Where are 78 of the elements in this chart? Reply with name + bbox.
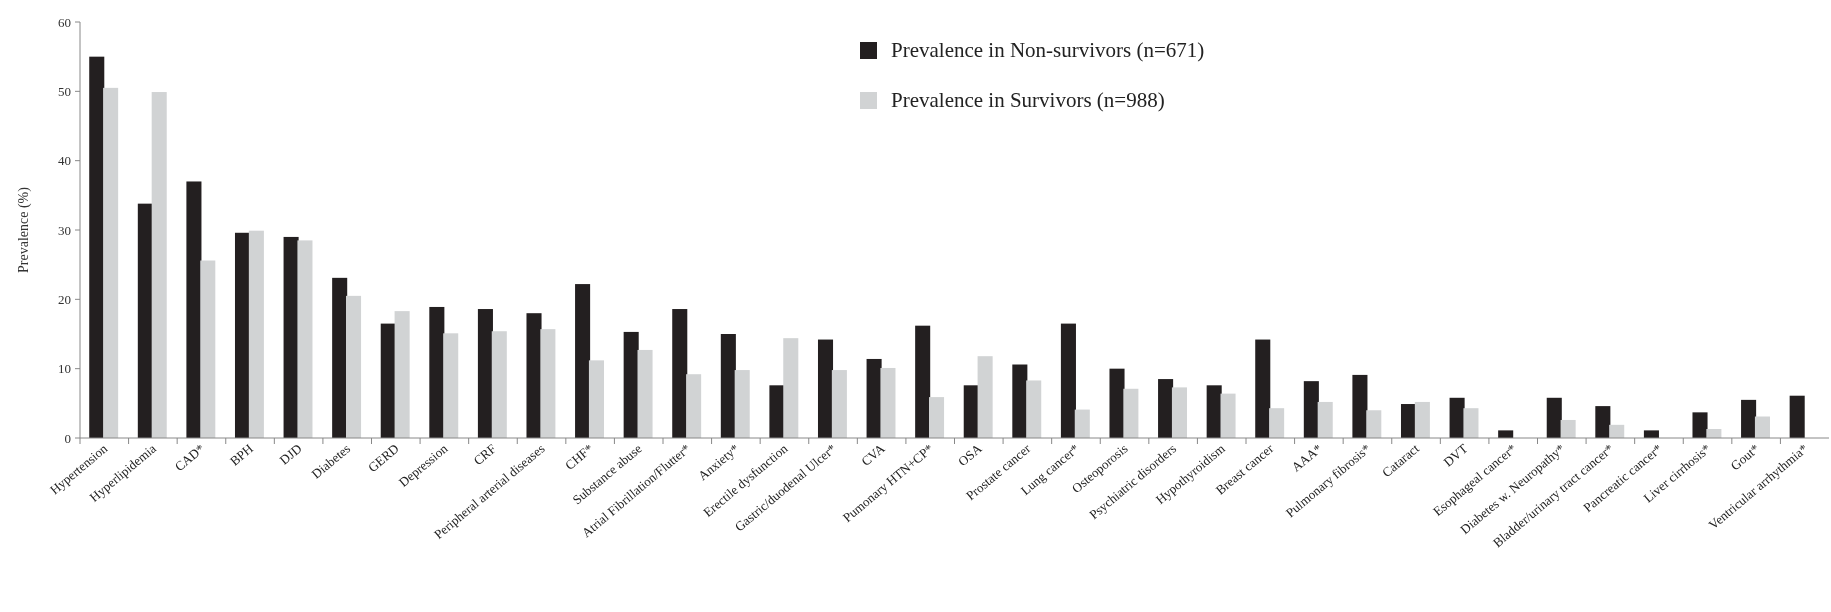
bar <box>1692 412 1708 438</box>
bar <box>1498 430 1514 438</box>
bar <box>1560 419 1576 438</box>
x-tick-label: CRF <box>470 440 499 469</box>
bar <box>963 385 979 438</box>
bar <box>817 339 834 438</box>
bar <box>720 334 736 438</box>
bar <box>1414 401 1430 438</box>
bar <box>1400 404 1417 438</box>
bar <box>200 260 216 438</box>
y-tick-label: 60 <box>58 14 71 30</box>
bar <box>686 374 702 438</box>
bar <box>831 370 847 438</box>
legend-label: Prevalence in Non-survivors (n=671) <box>891 37 1205 63</box>
bar <box>429 306 445 438</box>
bar <box>1269 408 1285 438</box>
bar <box>1158 379 1174 438</box>
bar <box>1352 374 1368 438</box>
bar <box>880 367 896 438</box>
bar <box>380 323 396 438</box>
bar <box>297 240 313 438</box>
bar <box>734 370 750 438</box>
bar <box>588 360 604 438</box>
bar <box>151 92 167 438</box>
bar <box>491 331 507 438</box>
bar <box>332 277 348 438</box>
bar <box>1463 408 1479 438</box>
bar <box>1609 424 1625 438</box>
y-tick-label: 40 <box>58 153 71 169</box>
bar <box>234 232 251 438</box>
bar <box>977 356 993 438</box>
bar <box>1317 401 1333 438</box>
bar <box>346 295 362 438</box>
bar <box>186 181 202 438</box>
bar <box>1012 364 1028 438</box>
bar <box>1595 406 1611 438</box>
x-tick-label: OSA <box>955 440 986 470</box>
bar <box>1754 416 1770 438</box>
bar <box>1255 339 1271 438</box>
bar <box>540 329 556 438</box>
bar <box>672 309 688 438</box>
bar <box>89 56 105 438</box>
bar <box>1171 387 1187 438</box>
x-tick-label: BPH <box>226 440 256 469</box>
bar <box>103 87 119 438</box>
legend-label: Prevalence in Survivors (n=988) <box>891 87 1165 113</box>
bar <box>248 230 264 438</box>
bar <box>1220 393 1236 438</box>
bar <box>443 333 459 438</box>
bar <box>1741 399 1757 438</box>
x-tick-label: CVA <box>858 440 889 469</box>
bar <box>1303 381 1319 438</box>
bar <box>623 331 639 438</box>
bar <box>915 325 931 438</box>
bar <box>477 309 493 438</box>
bar <box>137 203 153 438</box>
y-axis-title: Prevalence (%) <box>16 186 32 273</box>
bar <box>637 349 653 438</box>
y-tick-label: 0 <box>64 430 71 446</box>
y-tick-label: 10 <box>58 361 71 377</box>
bar <box>929 397 945 438</box>
y-tick-label: 20 <box>58 291 71 307</box>
bar <box>1074 409 1090 438</box>
bar <box>1026 380 1042 438</box>
y-tick-label: 30 <box>58 222 71 238</box>
bar <box>394 311 410 438</box>
y-tick-label: 50 <box>58 83 71 99</box>
bar <box>1789 395 1805 438</box>
bar <box>575 284 591 438</box>
bar <box>1206 385 1222 438</box>
bar <box>1109 368 1125 438</box>
bar <box>1643 430 1659 438</box>
bar <box>1366 410 1382 438</box>
bar <box>1123 388 1139 438</box>
bar <box>1060 323 1076 438</box>
bar <box>783 338 799 438</box>
x-tick-label: DJD <box>276 440 305 468</box>
bar <box>1546 397 1562 438</box>
